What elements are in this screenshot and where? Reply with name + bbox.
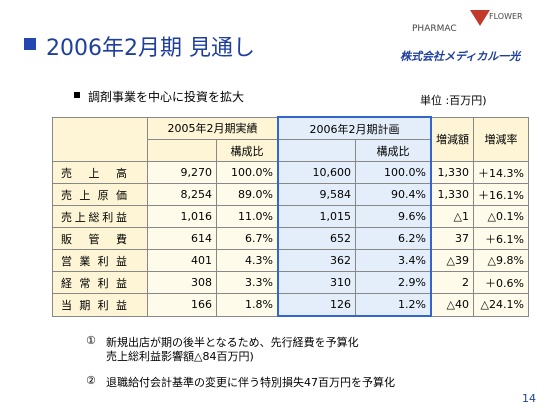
table-cell: 2.9%	[355, 271, 432, 294]
table-cell: 308	[147, 271, 217, 294]
table-row: 営業利益 401 4.3% 362 3.4% △39 △9.8%	[52, 249, 529, 272]
table-cell: △1	[430, 205, 474, 228]
table-cell: △40	[430, 293, 474, 317]
table-cell: 6.2%	[355, 227, 432, 250]
table-cell: ＋0.6%	[473, 271, 529, 294]
row-label-text: 当期利益	[61, 298, 127, 312]
table-cell: 310	[277, 271, 356, 294]
page-number: 14	[522, 392, 536, 405]
row-label: 売上高	[52, 161, 148, 184]
header-cell	[147, 139, 217, 162]
row-label-text: 営業利益	[61, 254, 127, 268]
header-cell: 2005年2月期実績	[147, 116, 279, 140]
table-cell: 6.7%	[216, 227, 279, 250]
row-label-text: 販管費	[61, 232, 127, 246]
table-cell: 9,270	[147, 161, 217, 184]
row-label-text: 売上原価	[61, 188, 127, 202]
table-cell: △39	[430, 249, 474, 272]
note-marker: ②	[86, 374, 96, 387]
unit: 単位 :百万円)	[420, 94, 487, 107]
header-cell	[277, 139, 356, 162]
row-label-text: 経常利益	[61, 276, 127, 290]
table-cell: 401	[147, 249, 217, 272]
row-label: 経常利益	[52, 271, 148, 294]
table-cell: 1,016	[147, 205, 217, 228]
table-cell: ＋6.1%	[473, 227, 529, 250]
table-row: 売上高 9,270 100.0% 10,600 100.0% 1,330 ＋14.3%	[52, 161, 529, 184]
row-label: 売上原価	[52, 183, 148, 206]
row-label-text: 売上総利益	[61, 210, 127, 224]
row-label: 販管費	[52, 227, 148, 250]
logo-mark	[470, 10, 490, 26]
row-label: 当期利益	[52, 293, 148, 317]
table-row: 売上総利益 1,016 11.0% 1,015 9.6% △1 △0.1%	[52, 205, 529, 228]
row-label: 売上総利益	[52, 205, 148, 228]
table-cell: 9.6%	[355, 205, 432, 228]
title: 2006年2月期 見通し	[46, 36, 255, 61]
table-cell: 1,330	[430, 161, 474, 184]
header-cell: 増減率	[473, 116, 529, 162]
table-cell: △24.1%	[473, 293, 529, 317]
table-cell: 10,600	[277, 161, 356, 184]
note-text: 売上総利益影響額△84百万円)	[106, 350, 254, 363]
table-cell: 89.0%	[216, 183, 279, 206]
table-cell: 362	[277, 249, 356, 272]
table-cell: 1.8%	[216, 293, 279, 317]
row-label: 営業利益	[52, 249, 148, 272]
table-cell: 100.0%	[216, 161, 279, 184]
table-row: 経常利益 308 3.3% 310 2.9% 2 ＋0.6%	[52, 271, 529, 294]
table-cell: 37	[430, 227, 474, 250]
header-cell: 構成比	[355, 139, 432, 162]
note-marker: ①	[86, 334, 96, 347]
table-cell: 1,015	[277, 205, 356, 228]
table-row: 売上原価 8,254 89.0% 9,584 90.4% 1,330 ＋16.1%	[52, 183, 529, 206]
table-cell: △9.8%	[473, 249, 529, 272]
table-cell: 1,330	[430, 183, 474, 206]
table-cell: 3.4%	[355, 249, 432, 272]
table-cell: 4.3%	[216, 249, 279, 272]
row-label-text: 売上高	[61, 166, 127, 180]
table-cell: ＋16.1%	[473, 183, 529, 206]
table-row: 当期利益 166 1.8% 126 1.2% △40 △24.1%	[52, 293, 529, 317]
table: 2005年2月期実績 2006年2月期計画 増減額 増減率 構成比 構成比 売上高 9,270…	[52, 116, 529, 317]
table-cell: ＋14.3%	[473, 161, 529, 184]
table-cell: 1.2%	[355, 293, 432, 317]
note-text: 新規出店が期の後半となるため、先行経費を予算化	[106, 336, 359, 349]
table-cell: 3.3%	[216, 271, 279, 294]
table-cell: 9,584	[277, 183, 356, 206]
header-cell: 増減額	[430, 116, 474, 162]
table-cell: 11.0%	[216, 205, 279, 228]
subtitle: 調剤事業を中心に投資を拡大	[88, 90, 245, 104]
table-cell: 8,254	[147, 183, 217, 206]
table-cell: 166	[147, 293, 217, 317]
table-row: 販管費 614 6.7% 652 6.2% 37 ＋6.1%	[52, 227, 529, 250]
table-cell: 652	[277, 227, 356, 250]
table-cell: 100.0%	[355, 161, 432, 184]
header-cell: 2006年2月期計画	[277, 116, 432, 140]
corner	[52, 116, 148, 162]
title-bullet	[24, 38, 36, 50]
table-cell: 126	[277, 293, 356, 317]
note-text: 退職給付会計基準の変更に伴う特別損失47百万円を予算化	[106, 376, 395, 389]
header-row: 2005年2月期実績 2006年2月期計画 増減額 増減率	[52, 116, 529, 162]
logo-text: FLOWER	[489, 12, 523, 21]
logo-text: PHARMAC	[412, 24, 457, 34]
bullet	[74, 92, 80, 98]
table-cell: 2	[430, 271, 474, 294]
header-cell: 構成比	[216, 139, 279, 162]
table-cell: △0.1%	[473, 205, 529, 228]
table-cell: 614	[147, 227, 217, 250]
company-name: 株式会社メディカル一光	[400, 50, 521, 63]
table-cell: 90.4%	[355, 183, 432, 206]
